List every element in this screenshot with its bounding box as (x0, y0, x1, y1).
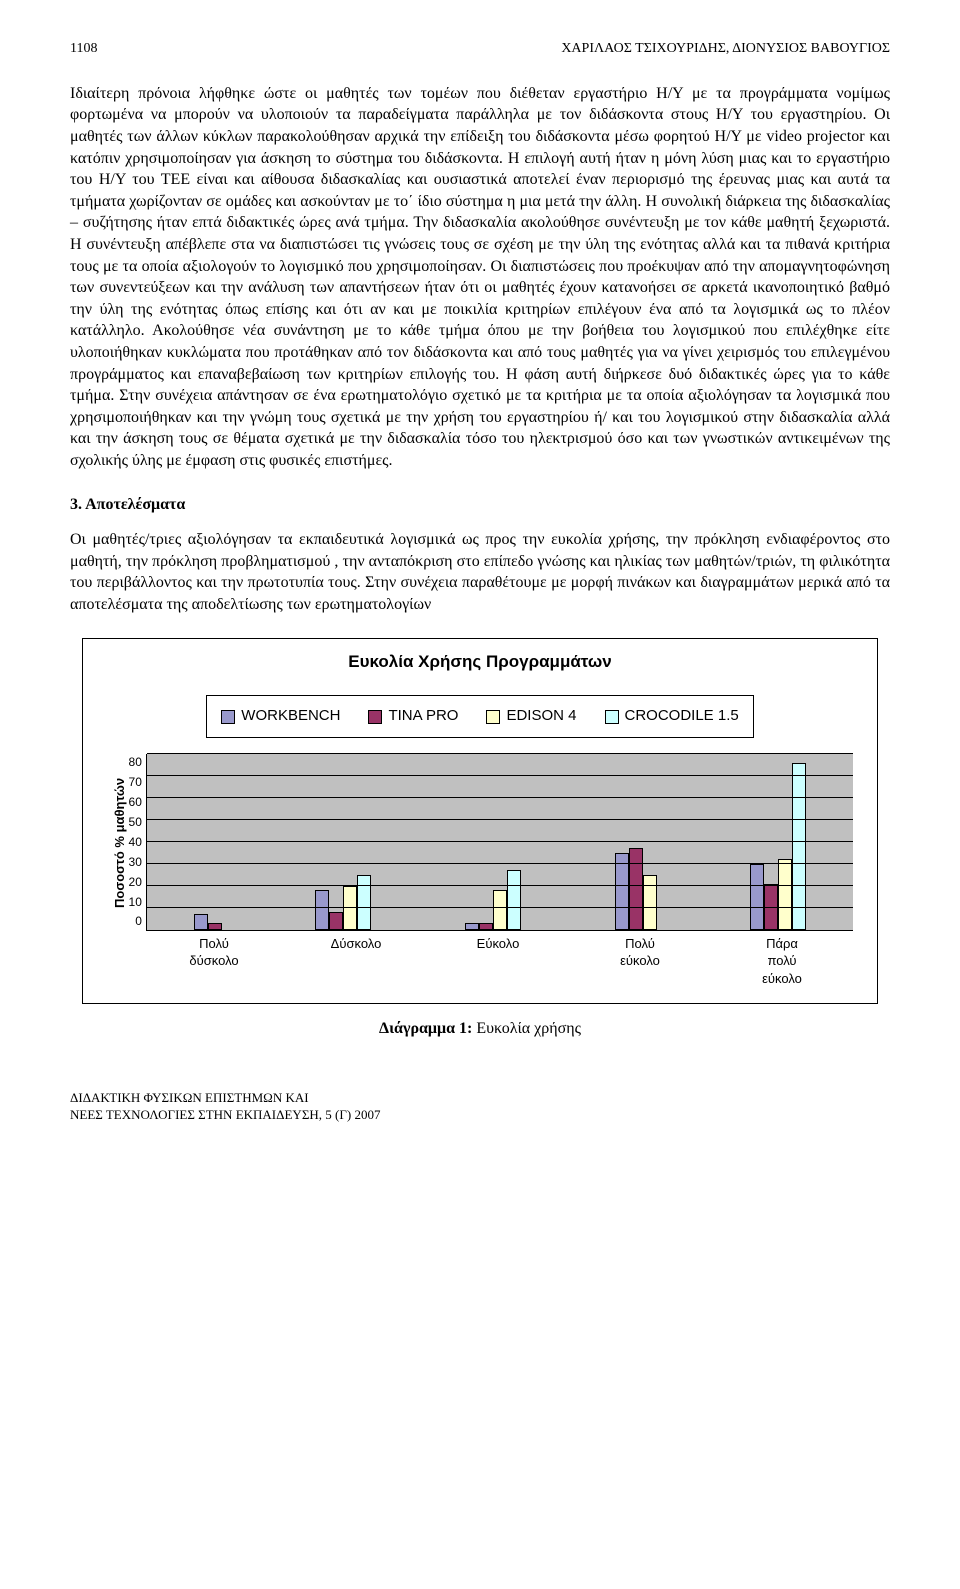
plot-area (146, 754, 853, 931)
x-label: Πάρα πολύ εύκολο (742, 935, 822, 988)
bar (343, 886, 357, 930)
bar (194, 914, 208, 929)
page-header: 1108 ΧΑΡΙΛΑΟΣ ΤΣΙΧΟΥΡΙΔΗΣ, ΔΙΟΝΥΣΙΟΣ ΒΑΒ… (70, 40, 890, 59)
bar (615, 853, 629, 930)
bar (329, 912, 343, 930)
legend-swatch (486, 710, 500, 724)
bar-group (465, 870, 521, 929)
y-tick: 70 (129, 774, 142, 790)
gridline (147, 841, 853, 842)
legend-item: TINA PRO (368, 706, 458, 726)
chart-container: Ευκολία Χρήσης Προγραμμάτων WORKBENCH TIN… (82, 638, 878, 1005)
paragraph-2: Οι μαθητές/τριες αξιολόγησαν τα εκπαιδευ… (70, 529, 890, 615)
figure-caption: Διάγραμμα 1: Ευκολία χρήσης (70, 1018, 890, 1040)
chart-plot-wrap: Ποσοστό % μαθητών 80 70 60 50 40 30 20 10 0 (107, 754, 853, 931)
y-tick: 80 (129, 754, 142, 770)
legend-label: EDISON 4 (506, 706, 576, 726)
x-label: Πολύ δύσκολο (174, 935, 254, 988)
gridline (147, 819, 853, 820)
y-axis-label: Ποσοστό % μαθητών (107, 754, 129, 931)
legend-label: CROCODILE 1.5 (625, 706, 739, 726)
caption-text: Ευκολία χρήσης (476, 1020, 581, 1037)
bar (479, 923, 493, 930)
gridline (147, 907, 853, 908)
gridline (147, 885, 853, 886)
x-label: Εύκολο (458, 935, 538, 988)
legend-item: CROCODILE 1.5 (605, 706, 739, 726)
gridline (147, 775, 853, 776)
bar (315, 890, 329, 930)
x-label: Δύσκολο (316, 935, 396, 988)
bar (357, 875, 371, 930)
legend-swatch (605, 710, 619, 724)
bar-group (194, 914, 222, 929)
caption-prefix: Διάγραμμα 1: (379, 1020, 476, 1037)
page-footer: ΔΙΔΑΚΤΙΚΗ ΦΥΣΙΚΩΝ ΕΠΙΣΤΗΜΩΝ ΚΑΙ ΝΕΕΣ ΤΕΧ… (70, 1090, 890, 1124)
y-ticks: 80 70 60 50 40 30 20 10 0 (129, 754, 146, 930)
y-tick: 0 (129, 913, 142, 929)
x-label: Πολύ εύκολο (600, 935, 680, 988)
bar (643, 875, 657, 930)
bars-row (147, 754, 853, 930)
bar (792, 763, 806, 930)
page-number: 1108 (70, 40, 97, 59)
legend-label: WORKBENCH (241, 706, 340, 726)
legend-swatch (368, 710, 382, 724)
footer-line-2: ΝΕΕΣ ΤΕΧΝΟΛΟΓΙΕΣ ΣΤΗΝ ΕΚΠΑΙΔΕΥΣΗ, 5 (Γ) … (70, 1107, 890, 1124)
running-head: ΧΑΡΙΛΑΟΣ ΤΣΙΧΟΥΡΙΔΗΣ, ΔΙΟΝΥΣΙΟΣ ΒΑΒΟΥΓΙΟ… (561, 40, 890, 59)
bar (465, 923, 479, 930)
bar (778, 859, 792, 929)
bar (507, 870, 521, 929)
bar-group (615, 848, 657, 929)
gridline (147, 863, 853, 864)
chart-legend: WORKBENCH TINA PRO EDISON 4 CROCODILE 1.5 (206, 695, 753, 737)
bar (750, 864, 764, 930)
bar (493, 890, 507, 930)
section-heading: 3. Αποτελέσματα (70, 494, 890, 516)
y-tick: 60 (129, 794, 142, 810)
y-tick: 20 (129, 874, 142, 890)
gridline (147, 797, 853, 798)
legend-swatch (221, 710, 235, 724)
x-labels: Πολύ δύσκολο Δύσκολο Εύκολο Πολύ εύκολο Πάρα… (143, 935, 853, 988)
bar (208, 923, 222, 930)
footer-line-1: ΔΙΔΑΚΤΙΚΗ ΦΥΣΙΚΩΝ ΕΠΙΣΤΗΜΩΝ ΚΑΙ (70, 1090, 890, 1107)
chart-title: Ευκολία Χρήσης Προγραμμάτων (107, 651, 853, 674)
bar (629, 848, 643, 929)
legend-item: EDISON 4 (486, 706, 576, 726)
y-tick: 40 (129, 834, 142, 850)
y-tick: 10 (129, 894, 142, 910)
paragraph-1: Ιδιαίτερη πρόνοια λήφθηκε ώστε οι μαθητέ… (70, 83, 890, 472)
y-tick: 50 (129, 814, 142, 830)
gridline (147, 753, 853, 754)
bar-group (750, 763, 806, 930)
legend-item: WORKBENCH (221, 706, 340, 726)
legend-label: TINA PRO (388, 706, 458, 726)
y-tick: 30 (129, 854, 142, 870)
bar-group (315, 875, 371, 930)
